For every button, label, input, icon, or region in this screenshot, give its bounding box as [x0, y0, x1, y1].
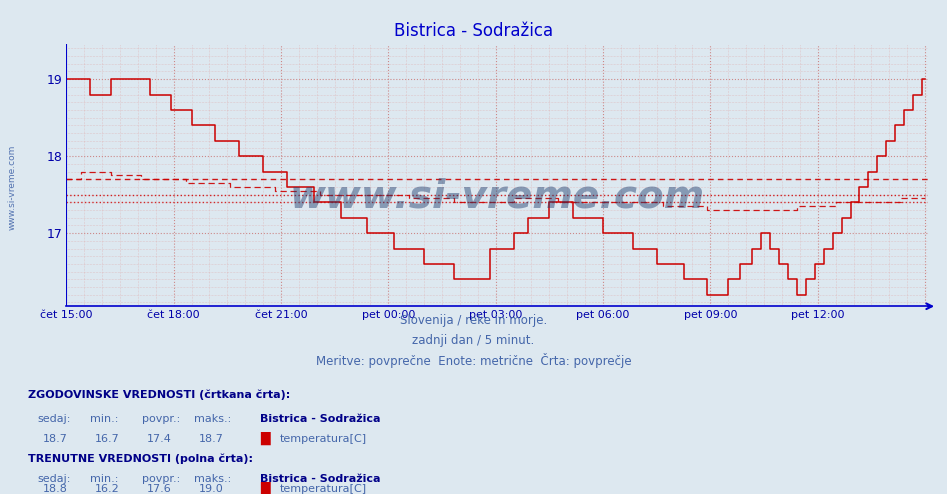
Text: Meritve: povprečne  Enote: metrične  Črta: povprečje: Meritve: povprečne Enote: metrične Črta:… — [315, 353, 632, 368]
Text: ZGODOVINSKE VREDNOSTI (črtkana črta):: ZGODOVINSKE VREDNOSTI (črtkana črta): — [28, 389, 291, 400]
Text: zadnji dan / 5 minut.: zadnji dan / 5 minut. — [412, 334, 535, 347]
Text: maks.:: maks.: — [194, 474, 231, 484]
Text: povpr.:: povpr.: — [142, 474, 180, 484]
Text: 19.0: 19.0 — [199, 484, 223, 494]
Text: maks.:: maks.: — [194, 414, 231, 424]
Text: Bistrica - Sodražica: Bistrica - Sodražica — [394, 22, 553, 40]
Text: 17.6: 17.6 — [147, 484, 171, 494]
Text: █: █ — [260, 432, 270, 446]
Text: Bistrica - Sodražica: Bistrica - Sodražica — [260, 414, 381, 424]
Text: sedaj:: sedaj: — [38, 474, 71, 484]
Text: www.si-vreme.com: www.si-vreme.com — [8, 145, 17, 230]
Text: 18.7: 18.7 — [43, 434, 67, 444]
Text: 18.8: 18.8 — [43, 484, 67, 494]
Text: sedaj:: sedaj: — [38, 414, 71, 424]
Text: temperatura[C]: temperatura[C] — [279, 484, 366, 494]
Text: www.si-vreme.com: www.si-vreme.com — [290, 177, 705, 215]
Text: min.:: min.: — [90, 414, 118, 424]
Text: 17.4: 17.4 — [147, 434, 171, 444]
Text: 16.7: 16.7 — [95, 434, 119, 444]
Text: 16.2: 16.2 — [95, 484, 119, 494]
Text: povpr.:: povpr.: — [142, 414, 180, 424]
Text: TRENUTNE VREDNOSTI (polna črta):: TRENUTNE VREDNOSTI (polna črta): — [28, 453, 254, 464]
Text: 18.7: 18.7 — [199, 434, 223, 444]
Text: Slovenija / reke in morje.: Slovenija / reke in morje. — [400, 314, 547, 327]
Text: temperatura[C]: temperatura[C] — [279, 434, 366, 444]
Text: min.:: min.: — [90, 474, 118, 484]
Text: Bistrica - Sodražica: Bistrica - Sodražica — [260, 474, 381, 484]
Text: █: █ — [260, 482, 270, 494]
